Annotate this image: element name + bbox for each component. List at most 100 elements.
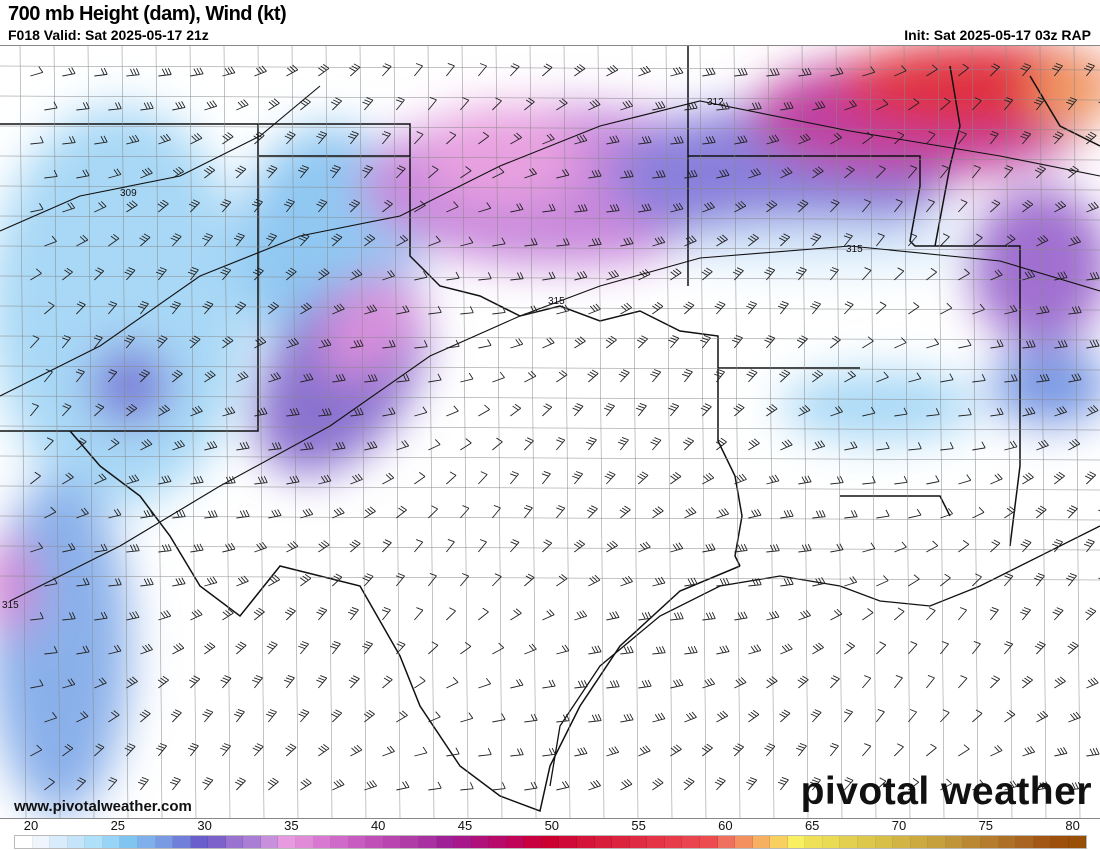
wind-barb — [908, 709, 917, 723]
wind-barb — [830, 608, 843, 621]
wind-barb — [1086, 339, 1100, 349]
wind-barb — [222, 132, 234, 145]
wind-barb — [137, 301, 149, 315]
wind-barb — [1086, 405, 1099, 417]
wind-barb — [1004, 97, 1014, 111]
wind-barb — [876, 371, 889, 383]
wind-barb — [764, 743, 776, 757]
wind-barb — [362, 165, 374, 179]
wind-barb — [940, 302, 953, 315]
wind-barb — [1004, 165, 1014, 179]
colorbar-swatch — [858, 836, 876, 848]
wind-barb — [1022, 746, 1036, 757]
wind-barb — [587, 369, 599, 383]
wind-barb — [556, 98, 568, 111]
colorbar-swatch — [67, 836, 86, 848]
wind-barb — [732, 743, 744, 757]
wind-barb — [124, 335, 136, 349]
wind-barb — [62, 403, 72, 417]
wind-barb — [460, 712, 474, 723]
wind-barb — [316, 607, 328, 621]
wind-barb — [972, 441, 986, 451]
wind-barb — [382, 270, 396, 281]
wind-barb — [716, 234, 728, 247]
wind-barb — [1068, 306, 1082, 315]
wind-barb — [940, 507, 953, 519]
wind-barb — [844, 301, 854, 315]
valid-time: F018 Valid: Sat 2025-05-17 21z — [8, 27, 209, 43]
wind-barb — [30, 679, 44, 689]
wind-barb — [1035, 505, 1047, 519]
wind-barb — [396, 234, 409, 247]
wind-barb — [126, 474, 140, 485]
wind-barb — [652, 576, 666, 587]
wind-barb — [62, 612, 76, 621]
wind-barb — [811, 369, 824, 383]
wind-barb — [668, 403, 680, 417]
wind-barb — [300, 573, 312, 587]
wind-barb — [556, 168, 570, 179]
wind-barb — [652, 170, 666, 179]
wind-barb — [908, 574, 920, 587]
colorbar-tick-label: 35 — [284, 818, 299, 833]
wind-barb — [234, 777, 246, 791]
wind-barb — [556, 437, 566, 451]
wind-barb — [606, 680, 620, 689]
colorbar-swatch — [910, 836, 929, 848]
wind-barb — [460, 236, 474, 247]
wind-barb — [298, 165, 309, 179]
wind-barb — [316, 675, 328, 689]
wind-barb — [204, 510, 218, 519]
wind-barb — [220, 199, 232, 213]
wind-barb — [1054, 200, 1067, 213]
wind-barb — [94, 67, 108, 77]
wind-barb — [158, 610, 172, 621]
wind-barb — [349, 63, 361, 77]
wind-barb — [236, 441, 250, 451]
wind-barb — [862, 542, 876, 553]
wind-barb — [795, 267, 807, 281]
wind-barb — [830, 405, 843, 417]
wind-barb — [798, 543, 812, 553]
wind-barb — [30, 268, 42, 281]
wind-barb — [588, 645, 602, 655]
wind-barb — [588, 713, 602, 723]
wind-barb — [798, 609, 811, 621]
wind-barb — [926, 675, 935, 689]
wind-barb — [236, 509, 250, 519]
wind-barb — [94, 403, 105, 417]
wind-barb — [908, 508, 922, 519]
wind-barb — [908, 233, 918, 247]
wind-barb — [172, 101, 186, 111]
wind-barb — [350, 744, 363, 757]
wind-barb — [428, 305, 442, 315]
wind-barb — [364, 506, 376, 519]
wind-barb — [798, 404, 811, 417]
wind-barb — [844, 370, 857, 383]
wind-barb — [414, 340, 428, 349]
wind-barb — [158, 544, 172, 553]
wind-barb — [862, 406, 876, 417]
wind-barb — [428, 97, 437, 111]
wind-barb — [734, 68, 748, 77]
wind-barb — [492, 437, 503, 451]
wind-barb — [108, 438, 120, 451]
wind-barb — [202, 777, 214, 791]
wind-barb — [460, 505, 470, 519]
wind-barb — [830, 675, 840, 689]
wind-barb — [30, 203, 44, 213]
contour-label: 315 — [548, 296, 565, 307]
wind-barb — [574, 134, 588, 145]
wind-barb — [1083, 63, 1095, 77]
wind-barb — [299, 97, 311, 111]
wind-barb — [588, 99, 601, 111]
wind-barb — [220, 267, 232, 281]
wind-barb — [777, 301, 789, 315]
wind-barb — [606, 611, 620, 621]
wind-barb — [283, 675, 295, 689]
wind-barb — [170, 709, 182, 723]
wind-barb — [810, 709, 822, 723]
weather-map[interactable]: 309 312 315 315 315 — [0, 45, 1100, 819]
wind-barb — [414, 406, 428, 417]
wind-barb — [396, 710, 408, 723]
